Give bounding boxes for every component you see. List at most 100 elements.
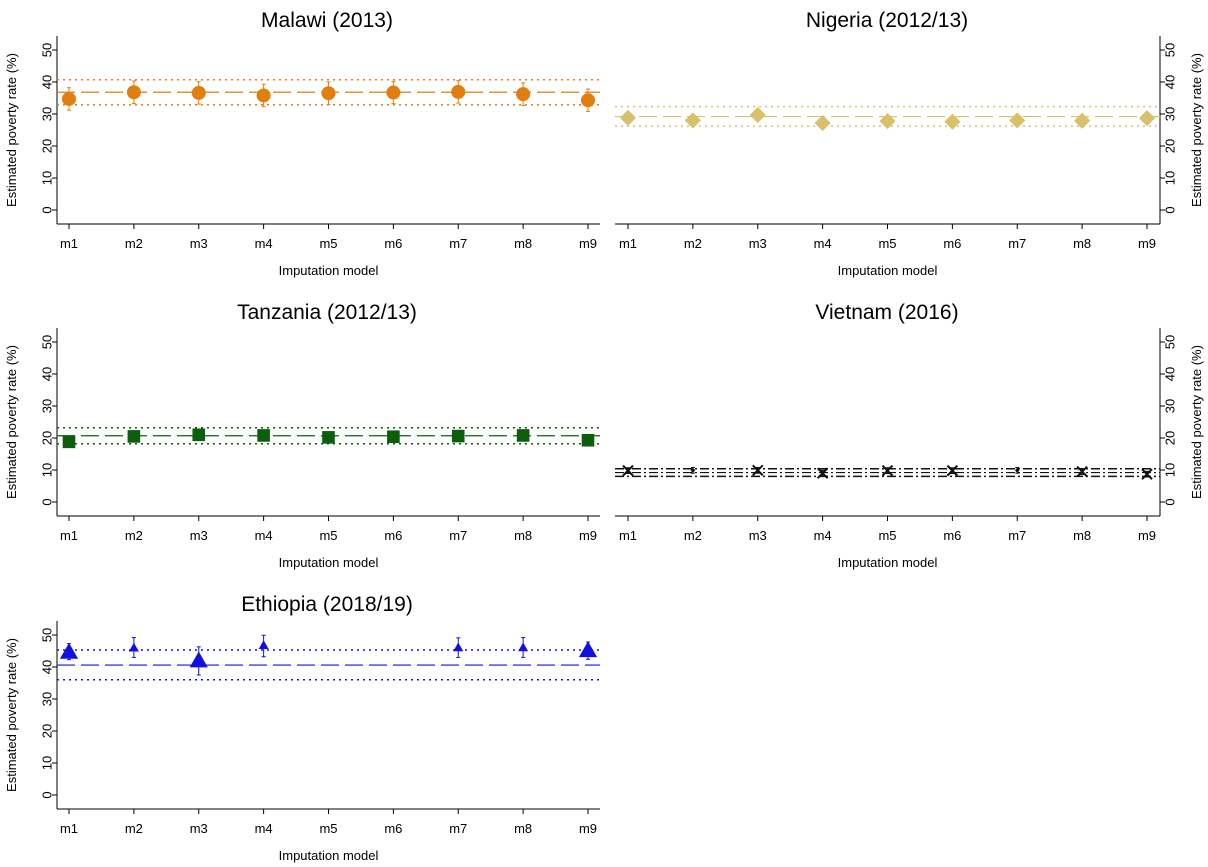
x-tick-label: m2 [125,821,143,836]
y-axis-label: Estimated poverty rate (%) [1189,345,1204,499]
y-axis-label: Estimated poverty rate (%) [1189,53,1204,207]
x-tick-label: m2 [684,528,702,543]
y-tick-label: 20 [40,724,55,738]
x-tick-label: m6 [384,821,402,836]
y-tick-label: 10 [40,756,55,770]
y-tick-label: 50 [40,628,55,642]
data-point [191,85,206,100]
x-axis-label: Imputation model [838,555,938,570]
y-tick-label: 30 [40,107,55,121]
x-tick-label: m5 [878,528,896,543]
data-point [126,85,141,100]
x-tick-label: m2 [125,528,143,543]
y-tick-label: 40 [40,660,55,674]
data-point [1009,112,1026,129]
x-tick-label: m8 [514,236,532,251]
data-point [946,464,959,477]
y-tick-label: 0 [1163,206,1178,213]
data-point [1138,110,1156,127]
y-tick-label: 0 [1163,498,1178,505]
data-point [879,112,896,130]
x-tick-label: m4 [255,528,273,543]
x-tick-label: m1 [619,528,637,543]
x-tick-label: m2 [684,236,702,251]
x-tick-label: m9 [579,528,597,543]
data-point [690,468,696,473]
data-point [1074,112,1091,129]
y-tick-label: 10 [40,171,55,185]
x-tick-label: m4 [814,528,832,543]
data-point [581,433,595,447]
x-tick-label: m9 [1138,236,1156,251]
x-tick-label: m6 [943,528,961,543]
data-point [453,642,464,652]
y-tick-label: 50 [40,43,55,57]
y-tick-label: 20 [40,139,55,153]
data-point [619,109,637,126]
data-point [749,106,766,124]
y-tick-label: 20 [1163,431,1178,445]
panel-title: Vietnam (2016) [815,301,958,324]
x-tick-label: m9 [579,236,597,251]
x-tick-label: m8 [514,821,532,836]
data-point [192,428,206,442]
panel-0: Malawi (2013) 0 10 20 30 40 50 Estimated povert… [4,9,600,278]
y-tick-label: 10 [1163,463,1178,477]
data-point [518,642,529,652]
data-point [752,464,764,477]
data-point [816,467,829,479]
x-tick-label: m6 [384,236,402,251]
y-axis-label: Estimated poverty rate (%) [4,345,19,499]
x-axis-label: Imputation model [279,555,379,570]
data-point [881,464,894,477]
y-tick-label: 0 [40,791,55,798]
y-tick-label: 50 [1163,43,1178,57]
x-tick-label: m6 [384,528,402,543]
x-tick-label: m1 [60,821,78,836]
data-point [62,91,76,106]
x-tick-label: m6 [943,236,961,251]
x-tick-label: m9 [579,821,597,836]
y-tick-label: 30 [1163,399,1178,413]
data-point [59,642,79,659]
x-tick-label: m8 [1073,528,1091,543]
data-point [451,84,466,99]
panel-title: Nigeria (2012/13) [806,9,968,32]
y-tick-label: 40 [40,367,55,381]
x-tick-label: m7 [449,821,467,836]
data-point [451,429,465,443]
x-tick-label: m3 [749,236,767,251]
y-tick-label: 40 [40,75,55,89]
x-tick-label: m5 [319,236,337,251]
data-point [516,429,530,442]
x-tick-label: m5 [319,821,337,836]
data-point [516,87,531,102]
panel-3: Vietnam (2016) 0 10 20 30 40 50 Estimated pover… [615,301,1204,570]
data-point [814,114,831,132]
y-tick-label: 10 [1163,171,1178,185]
y-tick-label: 50 [1163,335,1178,349]
data-point [258,640,269,649]
x-tick-label: m4 [255,821,273,836]
x-tick-label: m3 [190,528,208,543]
y-tick-label: 40 [1163,75,1178,89]
x-tick-label: m7 [1008,528,1026,543]
y-tick-label: 20 [40,431,55,445]
data-point [386,85,401,100]
x-tick-label: m2 [125,236,143,251]
x-axis-label: Imputation model [838,263,938,278]
data-point [189,651,208,668]
data-point [581,93,595,108]
x-tick-label: m3 [190,821,208,836]
data-point [127,430,141,443]
x-axis-label: Imputation model [279,848,379,863]
y-tick-label: 30 [40,692,55,706]
y-tick-label: 0 [40,498,55,505]
y-axis-label: Estimated poverty rate (%) [4,638,19,792]
y-tick-label: 50 [40,335,55,349]
data-point [128,642,139,652]
x-tick-label: m1 [60,528,78,543]
data-point [387,430,400,444]
x-tick-label: m7 [449,236,467,251]
x-tick-label: m7 [1008,236,1026,251]
